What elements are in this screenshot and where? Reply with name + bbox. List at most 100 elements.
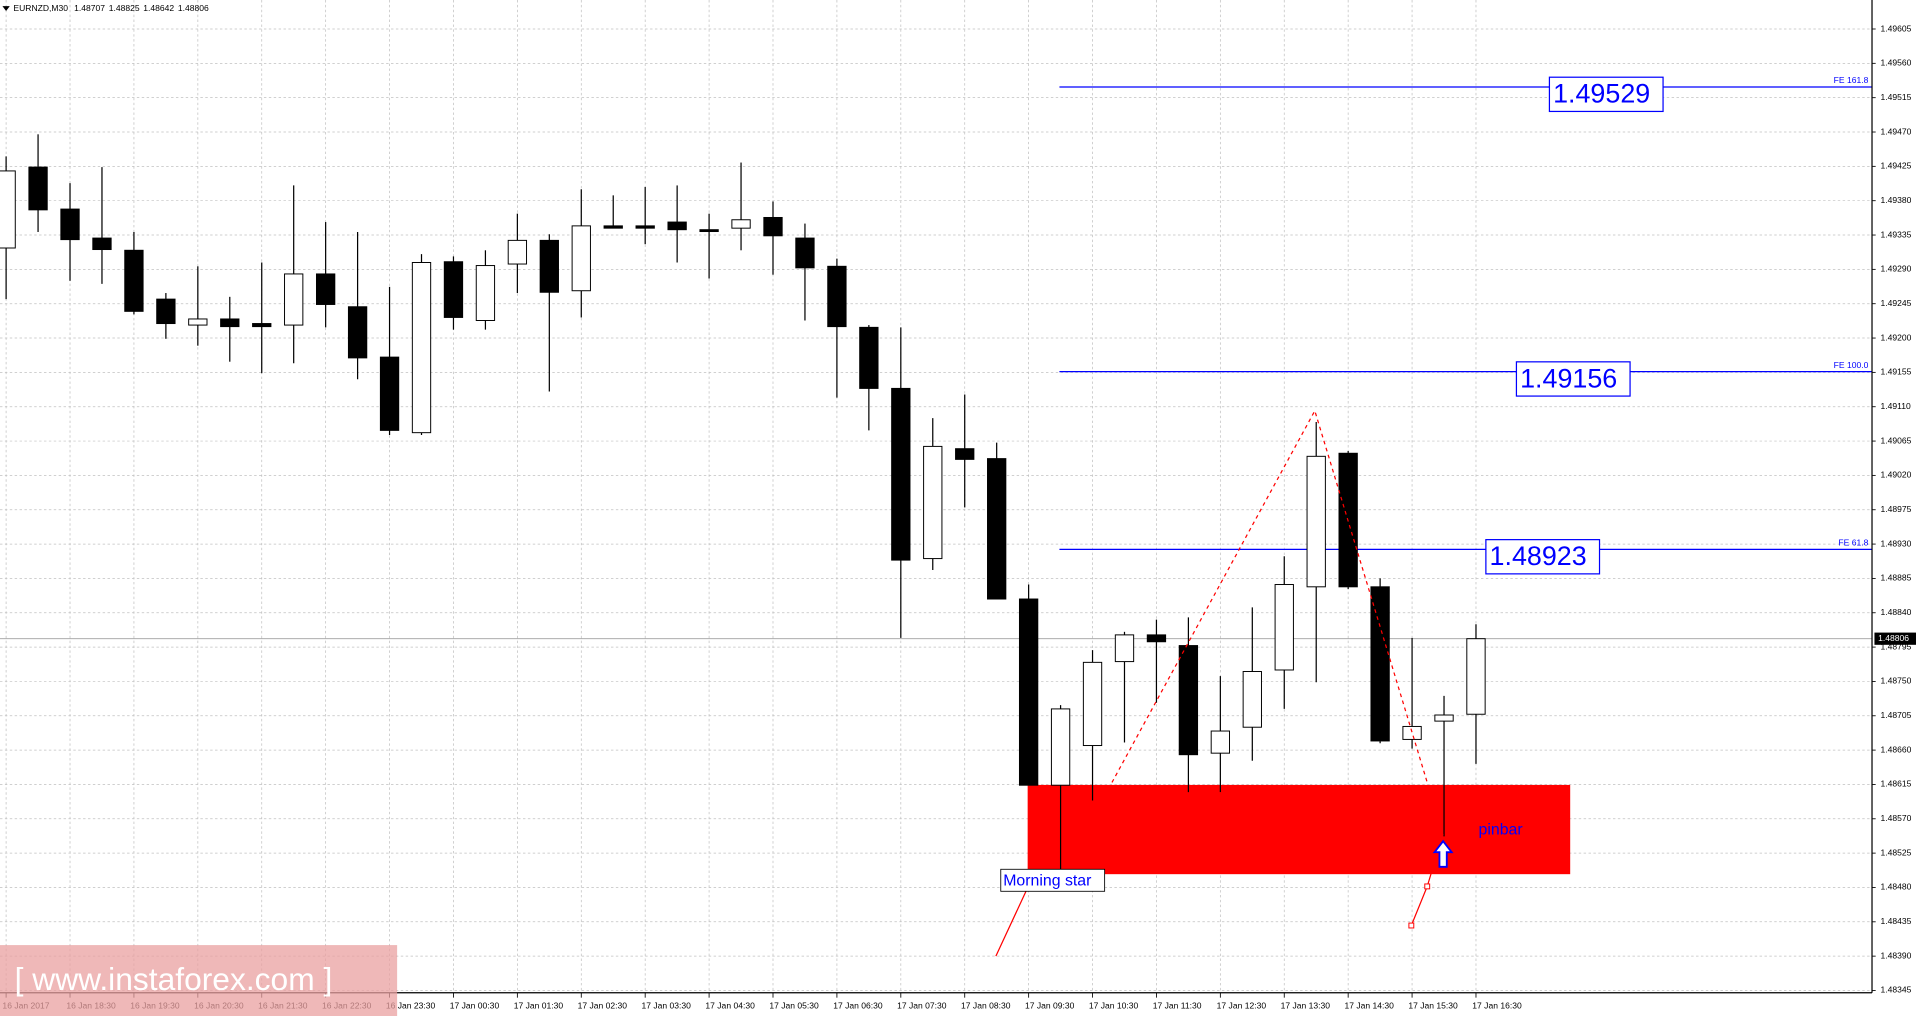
candle-body <box>252 323 272 328</box>
candle-body <box>859 326 879 389</box>
candle-body <box>987 458 1007 600</box>
x-tick-label: 17 Jan 11:30 <box>1153 1000 1202 1010</box>
candle-body <box>507 239 528 265</box>
candle-body <box>923 445 943 560</box>
y-tick-label: 1.49245 <box>1881 298 1912 308</box>
x-tick-label: 17 Jan 04:30 <box>705 1000 755 1010</box>
y-tick-label: 1.49335 <box>1881 229 1912 239</box>
y-tick-label: 1.48570 <box>1881 813 1912 823</box>
candle-body <box>635 225 655 229</box>
y-tick-label: 1.48840 <box>1881 607 1912 617</box>
candle-body <box>699 229 719 233</box>
watermark: [ www.instaforex.com ] <box>15 961 333 997</box>
candle-body <box>0 170 16 249</box>
levels: FE 161.8 1.49529 FE 100.0 1.49156 FE 61.8 1.4… <box>1059 75 1873 575</box>
candle-body <box>1242 671 1262 728</box>
level-price: 1.49529 <box>1553 79 1650 109</box>
level-price-box <box>1548 76 1664 113</box>
up-arrow <box>1432 839 1454 868</box>
y-tick-label: 1.49425 <box>1881 161 1912 171</box>
candle-body <box>1082 661 1103 747</box>
candle-body <box>347 306 368 359</box>
x-tick-label: 17 Jan 07:30 <box>897 1000 947 1010</box>
level-name: FE 61.8 <box>1838 538 1868 548</box>
level-name: FE 100.0 <box>1834 360 1869 370</box>
candle-body <box>603 225 623 229</box>
header-high: 1.48825 <box>109 3 140 13</box>
candle-body <box>1466 638 1486 715</box>
y-tick-label: 1.48435 <box>1881 916 1912 926</box>
y-tick-label: 1.49020 <box>1881 470 1912 480</box>
candle-body <box>1050 708 1071 786</box>
candle-body <box>411 262 432 434</box>
level-price: 1.49156 <box>1520 363 1617 393</box>
level-price-box <box>1515 361 1631 397</box>
candle-body <box>443 261 464 318</box>
y-tick-label: 1.48885 <box>1881 573 1912 583</box>
x-tick-label: 17 Jan 08:30 <box>961 1000 1011 1010</box>
y-tick-label: 1.48705 <box>1881 710 1912 720</box>
candle-body <box>475 265 496 321</box>
candle-body <box>1402 725 1422 740</box>
annotation: Morning star <box>1003 873 1092 890</box>
zigzag-line <box>1111 409 1428 783</box>
y-tick-label: 1.48525 <box>1881 847 1912 857</box>
candle-body <box>124 249 144 312</box>
candle-body <box>284 273 304 326</box>
header-icon <box>2 6 10 12</box>
candle-body <box>731 219 751 229</box>
y-tick-label: 1.49380 <box>1881 195 1912 205</box>
candle-body <box>571 225 591 292</box>
x-tick-label: 17 Jan 01:30 <box>514 1000 564 1010</box>
x-tick-label: 17 Jan 00:30 <box>450 1000 500 1010</box>
x-tick-label: 17 Jan 06:30 <box>833 1000 883 1010</box>
header-low: 1.48642 <box>143 3 174 13</box>
level-price: 1.48923 <box>1490 541 1587 571</box>
candle-body <box>667 221 687 231</box>
candle-body <box>220 318 240 328</box>
candle-body <box>1146 634 1167 643</box>
level-price-box <box>1485 539 1601 575</box>
support-zone <box>1027 784 1571 875</box>
candle-body <box>1434 714 1454 722</box>
anchor-point <box>1424 883 1431 890</box>
header-open: 1.48707 <box>74 3 105 13</box>
symbol: EURNZD,M30 <box>13 3 68 13</box>
candle-body <box>1370 586 1390 742</box>
y-tick-label: 1.49560 <box>1881 58 1912 68</box>
candle-body <box>379 356 400 431</box>
candle-body <box>60 208 80 241</box>
candles <box>0 134 1486 881</box>
x-tick-label: 17 Jan 12:30 <box>1217 1000 1267 1010</box>
x-tick-label: 16 Jan 23:30 <box>386 1000 436 1010</box>
y-tick-label: 1.48660 <box>1881 744 1912 754</box>
y-tick-label: 1.48750 <box>1881 676 1912 686</box>
annotation: pinbar <box>1479 821 1524 838</box>
y-tick-label: 1.49065 <box>1881 435 1912 445</box>
candle-body <box>188 318 208 326</box>
y-tick-label: 1.48930 <box>1881 538 1912 548</box>
candle-body <box>28 166 48 211</box>
y-tick-label: 1.48480 <box>1881 882 1912 892</box>
y-tick-label: 1.49200 <box>1881 332 1912 342</box>
y-tick-label: 1.49155 <box>1881 367 1912 377</box>
x-tick-label: 17 Jan 05:30 <box>769 1000 819 1010</box>
label-box <box>1000 868 1106 892</box>
candle-body <box>1274 584 1294 671</box>
y-tick-label: 1.49470 <box>1881 126 1912 136</box>
y-tick-label: 1.49605 <box>1881 23 1912 33</box>
candle-body <box>1210 730 1231 754</box>
candle-body <box>955 448 975 460</box>
level-name: FE 161.8 <box>1834 75 1869 85</box>
y-tick-label: 1.48615 <box>1881 779 1912 789</box>
anchor-point <box>1408 922 1415 929</box>
candle-body <box>1306 455 1326 588</box>
y-tick-label: 1.48975 <box>1881 504 1912 514</box>
header: EURNZD,M30 1.48707 1.48825 1.48642 1.48806 <box>13 3 209 13</box>
candle-body <box>92 237 112 251</box>
x-tick-label: 17 Jan 16:30 <box>1472 1000 1522 1010</box>
x-tick-label: 17 Jan 09:30 <box>1025 1000 1075 1010</box>
candle-body <box>1178 645 1199 756</box>
candle-body <box>315 273 336 305</box>
